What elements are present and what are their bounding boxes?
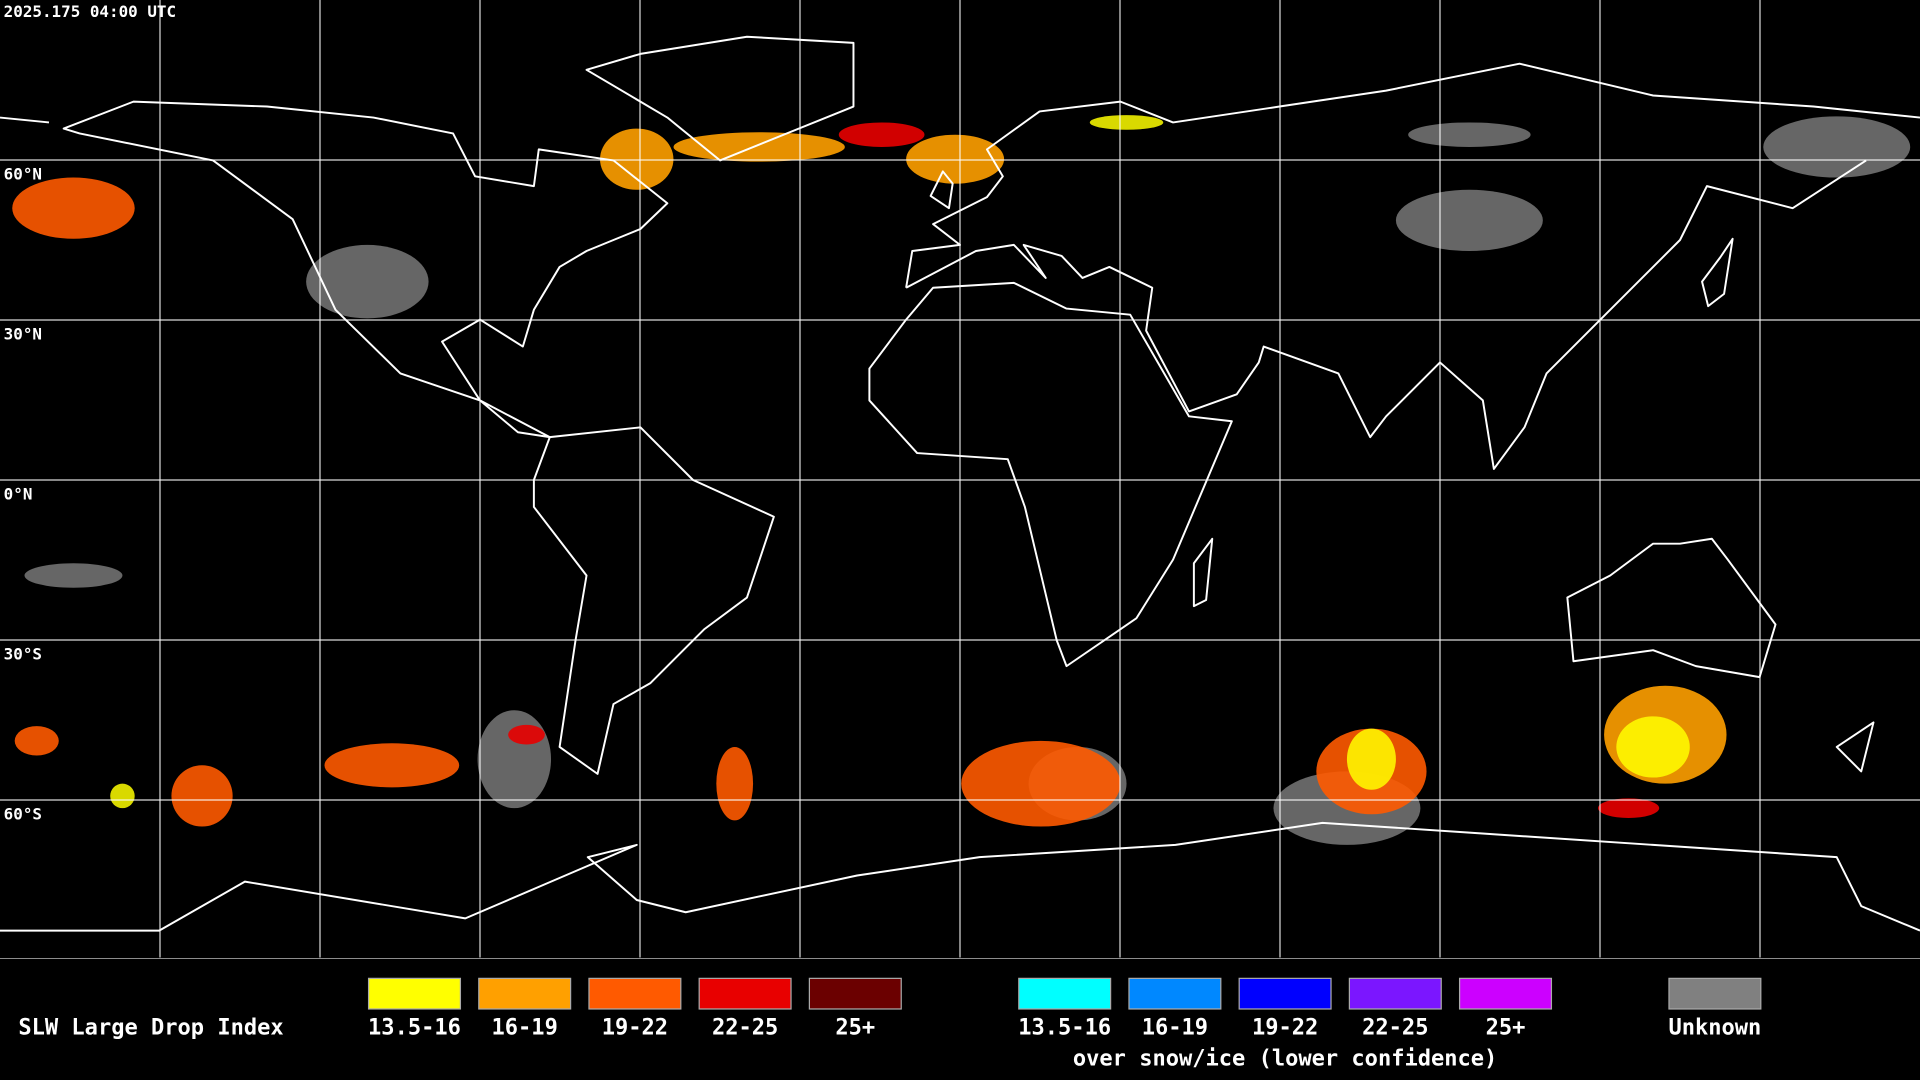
legend-label: 16-19 <box>492 1016 558 1041</box>
legend-swatch <box>1348 977 1442 1010</box>
legend-swatch <box>1668 977 1762 1010</box>
legend-swatch <box>478 977 572 1010</box>
latitude-label: 30°N <box>4 325 42 344</box>
cloud-field <box>12 115 1911 845</box>
legend-label: 19-22 <box>602 1016 668 1041</box>
legend-swatch <box>1018 977 1112 1010</box>
legend-label: 13.5-16 <box>1018 1016 1111 1041</box>
latitude-label: 0°N <box>4 485 33 504</box>
graticule <box>0 0 1920 960</box>
legend-label: 22-25 <box>712 1016 778 1041</box>
legend-swatch <box>1458 977 1553 1010</box>
coastlines <box>0 35 1920 932</box>
legend-label: Unknown <box>1668 1016 1761 1041</box>
legend-caption: over snow/ice (lower confidence) <box>1073 1046 1497 1071</box>
legend-label: 22-25 <box>1362 1016 1428 1041</box>
timestamp: 2025.175 04:00 UTC <box>4 2 176 21</box>
legend: 13.5-16 16-19 19-22 22-25 25+ 13.5-16 16-19 19-… <box>367 977 1762 1071</box>
legend-label: 25+ <box>1486 1016 1526 1041</box>
legend-swatch <box>367 977 462 1010</box>
legend-title: SLW Large Drop Index <box>18 1016 283 1041</box>
legend-swatch <box>808 977 902 1010</box>
legend-swatch <box>588 977 682 1010</box>
latitude-label: 60°S <box>4 805 42 824</box>
legend-label: 25+ <box>835 1016 875 1041</box>
latitude-label: 60°N <box>4 165 42 184</box>
legend-swatch <box>1128 977 1222 1010</box>
latitude-label: 30°S <box>4 645 42 664</box>
legend-label: 19-22 <box>1252 1016 1318 1041</box>
legend-label: 16-19 <box>1142 1016 1208 1041</box>
legend-swatch <box>1238 977 1332 1010</box>
legend-label: 13.5-16 <box>368 1016 461 1041</box>
legend-panel <box>0 958 1920 1080</box>
legend-swatch <box>698 977 792 1010</box>
